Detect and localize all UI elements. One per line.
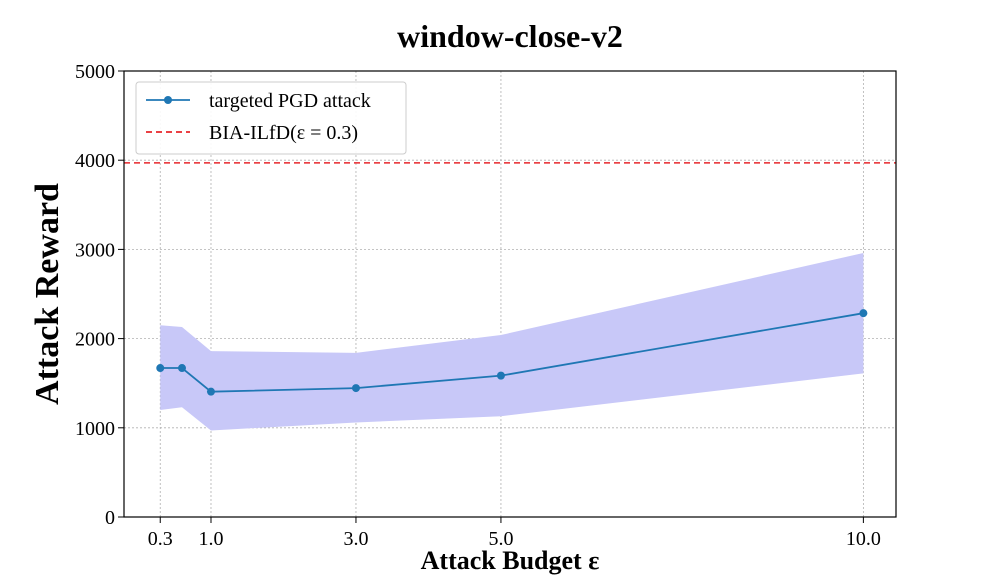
legend: targeted PGD attack BIA-ILfD(ε = 0.3) xyxy=(135,81,407,155)
x-tick-label-3: 5.0 xyxy=(488,528,513,550)
x-axis: 0.3 1.0 3.0 5.0 10.0 xyxy=(148,517,881,550)
legend-box xyxy=(135,81,407,155)
legend-label-bia: BIA-ILfD(ε = 0.3) xyxy=(209,122,358,144)
y-tick-label-2: 2000 xyxy=(75,329,115,351)
y-axis-label: Attack Reward xyxy=(29,183,66,405)
x-tick-label-2: 3.0 xyxy=(343,528,368,550)
x-tick-label-1: 1.0 xyxy=(198,528,223,550)
x-tick-label-4: 10.0 xyxy=(846,528,881,550)
data-point-0-0 xyxy=(156,364,165,373)
data-point-0-5 xyxy=(859,309,868,318)
y-tick-label-4: 4000 xyxy=(75,150,115,172)
data-point-0-3 xyxy=(351,384,360,393)
plot-frame xyxy=(123,70,897,518)
series-layer xyxy=(156,309,868,396)
data-point-0-1 xyxy=(177,364,186,373)
y-tick-label-3: 3000 xyxy=(75,239,115,261)
confidence-band-0 xyxy=(160,252,864,431)
chart-title: window-close-v2 xyxy=(397,18,623,54)
y-tick-label-5: 5000 xyxy=(75,61,115,83)
data-point-0-2 xyxy=(206,387,215,396)
x-tick-label-0: 0.3 xyxy=(148,528,173,550)
x-axis-label: Attack Budget ε xyxy=(421,546,600,575)
y-tick-label-1: 1000 xyxy=(75,418,115,440)
confidence-band-layer xyxy=(160,252,864,431)
data-point-0-4 xyxy=(496,371,505,380)
y-tick-label-0: 0 xyxy=(105,507,115,529)
legend-label-pgd: targeted PGD attack xyxy=(209,90,371,112)
legend-marker-pgd xyxy=(164,96,172,104)
y-axis: 0 1000 2000 3000 4000 5000 xyxy=(75,61,124,529)
